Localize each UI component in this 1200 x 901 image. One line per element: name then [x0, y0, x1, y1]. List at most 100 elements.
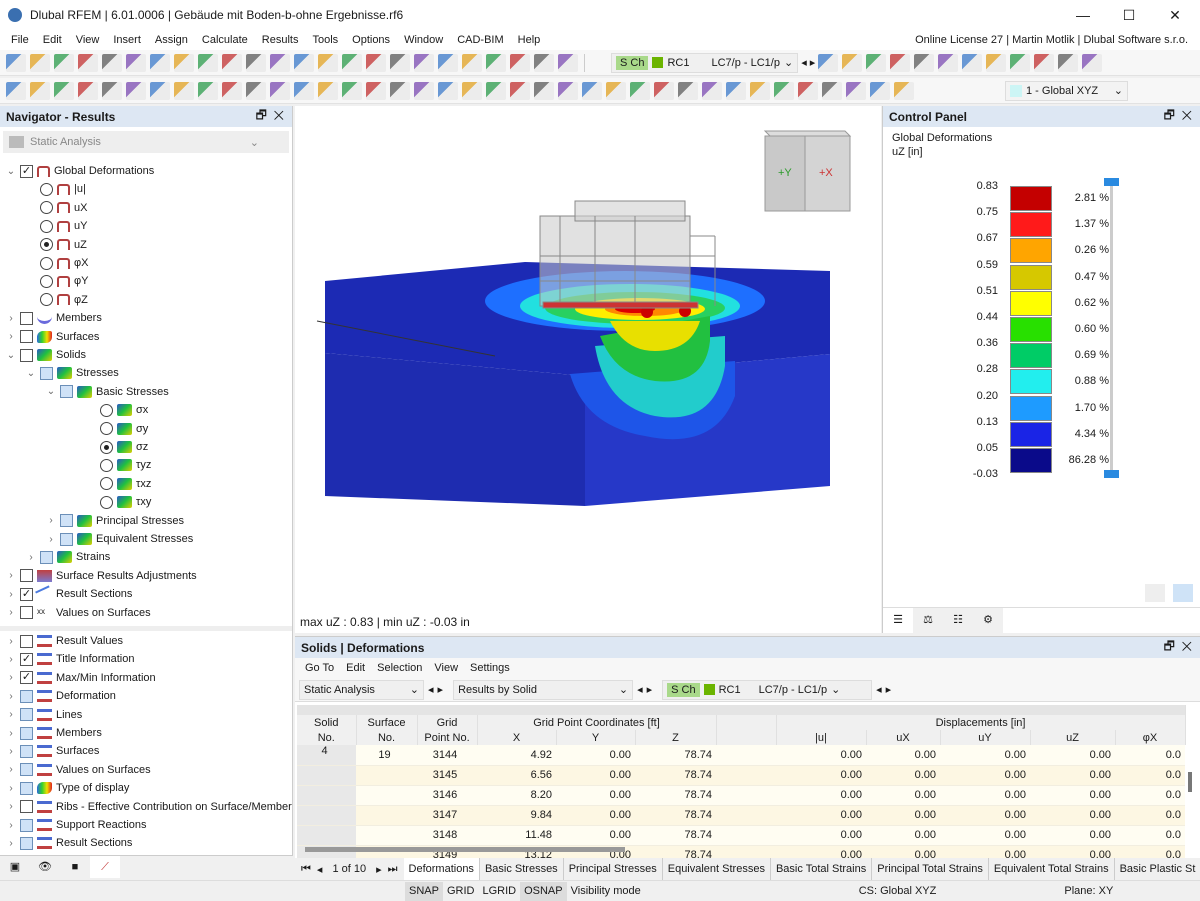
expand-chevron-icon[interactable]: ›	[9, 570, 13, 582]
display-tool-8-icon[interactable]	[174, 81, 194, 100]
main-tool-13-icon[interactable]	[294, 53, 314, 72]
tree-item[interactable]: τyz	[86, 456, 151, 474]
tree-item[interactable]: φY	[26, 272, 88, 290]
expand-chevron-icon[interactable]: ›	[9, 727, 13, 739]
display-tool-3-icon[interactable]	[54, 81, 74, 100]
display-tool-6-icon[interactable]	[126, 81, 146, 100]
list-tab-icon[interactable]: ☷	[943, 608, 973, 633]
display-tool-30-icon[interactable]	[702, 81, 722, 100]
display-tool-24-icon[interactable]	[558, 81, 578, 100]
menu-options[interactable]: Options	[352, 34, 391, 46]
result-tool-2-icon[interactable]	[842, 53, 863, 72]
close-panel-icon[interactable]: ✕	[273, 108, 284, 122]
table-menu-item[interactable]: Edit	[346, 662, 366, 674]
load-combo[interactable]: S Ch RC1 LC7/p - LC1/p ⌄	[662, 679, 873, 700]
main-tool-1-icon[interactable]	[6, 53, 26, 72]
main-tool-22-icon[interactable]	[510, 53, 530, 72]
tab-equivalent-total-strains[interactable]: Equivalent Total Strains	[989, 858, 1115, 880]
tree-item[interactable]: ⌄ Solids	[6, 346, 86, 364]
tree-item[interactable]: τxy	[86, 493, 151, 511]
expand-chevron-icon[interactable]: ⌄	[6, 349, 16, 361]
expand-chevron-icon[interactable]: ›	[9, 607, 13, 619]
display-tree-item[interactable]: › Lines	[6, 706, 82, 724]
last-page-icon[interactable]: ⏭	[387, 862, 398, 875]
tree-item[interactable]: σx	[86, 401, 148, 419]
result-tool-11-icon[interactable]	[1058, 53, 1079, 72]
display-tree-item[interactable]: › Members	[6, 724, 102, 742]
display-tool-31-icon[interactable]	[726, 81, 746, 100]
expand-chevron-icon[interactable]: ›	[9, 653, 13, 665]
checkbox[interactable]: ✓	[20, 164, 33, 178]
display-tool-18-icon[interactable]	[414, 81, 434, 100]
tab-principal-stresses[interactable]: Principal Stresses	[564, 858, 663, 880]
color-scale-tab-icon[interactable]: ☰	[883, 608, 913, 633]
coordinate-system-combo[interactable]: 1 - Global XYZ ⌄	[1005, 80, 1128, 101]
display-tree-item[interactable]: › ✓ Max/Min Information	[6, 669, 156, 687]
checkbox[interactable]: ✓	[20, 671, 33, 685]
prev-icon[interactable]: ◂	[637, 684, 643, 696]
main-tool-15-icon[interactable]	[342, 53, 362, 72]
display-tool-38-icon[interactable]	[894, 81, 914, 100]
display-tool-22-icon[interactable]	[510, 81, 530, 100]
radio-button[interactable]	[100, 458, 113, 472]
main-tool-23-icon[interactable]	[534, 53, 554, 72]
main-tool-6-icon[interactable]	[126, 53, 146, 72]
tree-item[interactable]: › xx Values on Surfaces	[6, 604, 151, 622]
checkbox[interactable]	[20, 330, 33, 344]
tree-item[interactable]: τxz	[86, 475, 151, 493]
main-tool-7-icon[interactable]	[150, 53, 170, 72]
float-icon[interactable]: 🗗	[1163, 639, 1175, 653]
display-tree-item[interactable]: › Result Sections	[6, 834, 132, 852]
checkbox[interactable]	[20, 781, 33, 795]
table-row[interactable]: 3145 6.56 0.00 78.74 0.00 0.00 0.00 0.00 0.0	[297, 765, 1185, 786]
checkbox[interactable]	[20, 744, 33, 758]
checkbox[interactable]: ✓	[20, 587, 33, 601]
table-row[interactable]: 3146 8.20 0.00 78.74 0.00 0.00 0.00 0.00 0.0	[297, 785, 1185, 806]
tree-item[interactable]: › Equivalent Stresses	[46, 530, 193, 548]
tree-item[interactable]: φZ	[26, 291, 88, 309]
display-tool-11-icon[interactable]	[246, 81, 266, 100]
slider-handle-top[interactable]	[1104, 178, 1119, 186]
display-tool-10-icon[interactable]	[222, 81, 242, 100]
tree-item[interactable]: › ✓ Result Sections	[6, 585, 132, 603]
radio-button[interactable]	[100, 422, 113, 436]
prev-icon[interactable]: ◂	[801, 57, 807, 69]
float-icon[interactable]: 🗗	[255, 108, 267, 122]
radio-button[interactable]	[100, 477, 113, 491]
radio-button[interactable]	[100, 495, 113, 509]
display-tree-item[interactable]: › Surfaces	[6, 742, 99, 760]
checkbox[interactable]	[20, 348, 33, 362]
display-tool-2-icon[interactable]	[30, 81, 50, 100]
checkbox[interactable]	[20, 726, 33, 740]
tab-basic-plastic-st[interactable]: Basic Plastic St	[1115, 858, 1200, 880]
tab-basic-stresses[interactable]: Basic Stresses	[480, 858, 564, 880]
expand-chevron-icon[interactable]: ›	[9, 331, 13, 343]
checkbox[interactable]	[20, 836, 33, 850]
main-tool-20-icon[interactable]	[462, 53, 482, 72]
col-header[interactable]: uZ	[1030, 730, 1116, 745]
display-tool-35-icon[interactable]	[822, 81, 842, 100]
display-tool-21-icon[interactable]	[486, 81, 506, 100]
expand-chevron-icon[interactable]: ›	[9, 819, 13, 831]
main-tool-8-icon[interactable]	[174, 53, 194, 72]
horizontal-scrollbar[interactable]	[305, 847, 625, 852]
prev-icon[interactable]: ◂	[428, 684, 434, 696]
checkbox[interactable]	[20, 763, 33, 777]
status-lgrid[interactable]: LGRID	[482, 884, 517, 897]
next-icon[interactable]: ▸	[809, 57, 816, 69]
checkbox[interactable]	[60, 385, 73, 399]
result-tool-7-icon[interactable]	[962, 53, 983, 72]
display-tool-32-icon[interactable]	[750, 81, 770, 100]
tree-item[interactable]: σz	[86, 438, 148, 456]
display-tool-15-icon[interactable]	[342, 81, 362, 100]
menu-file[interactable]: File	[11, 34, 29, 46]
expand-chevron-icon[interactable]: ⌄	[6, 165, 16, 177]
tree-item[interactable]: σy	[86, 420, 148, 438]
display-tool-20-icon[interactable]	[462, 81, 482, 100]
display-tree-item[interactable]: › Support Reactions	[6, 816, 147, 834]
main-tool-12-icon[interactable]	[270, 53, 290, 72]
menu-help[interactable]: Help	[517, 34, 541, 46]
radio-button[interactable]	[40, 182, 53, 196]
display-tool-37-icon[interactable]	[870, 81, 890, 100]
main-tool-11-icon[interactable]	[246, 53, 266, 72]
